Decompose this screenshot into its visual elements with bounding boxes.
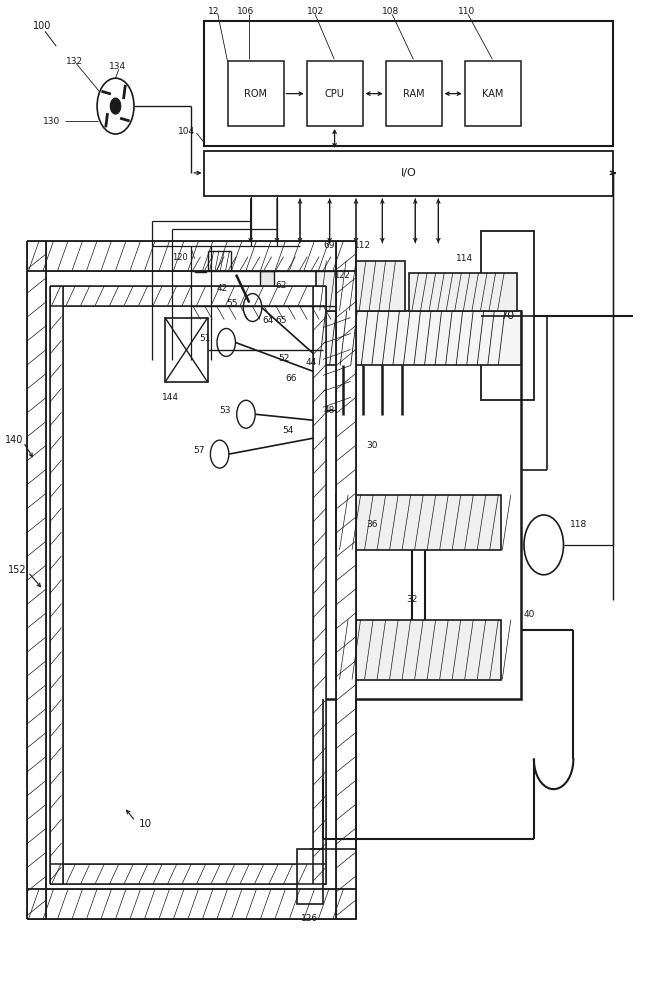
Text: 42: 42 [216, 284, 227, 293]
Text: 114: 114 [456, 254, 474, 263]
Text: 102: 102 [307, 7, 323, 16]
Text: 144: 144 [161, 393, 179, 402]
Bar [323, 306, 351, 410]
Text: 118: 118 [570, 520, 588, 529]
Bar [195, 250, 207, 272]
Bar [205, 151, 613, 196]
Text: 55: 55 [226, 299, 237, 308]
Bar [409, 273, 518, 311]
Text: 65: 65 [275, 316, 287, 325]
Text: 134: 134 [109, 62, 126, 71]
Text: CPU: CPU [325, 89, 345, 99]
Bar [319, 267, 331, 289]
Bar [49, 286, 63, 884]
Text: 132: 132 [66, 57, 83, 66]
Bar [336, 241, 356, 919]
Bar [386, 61, 442, 126]
Text: 70: 70 [500, 311, 514, 321]
Text: 12: 12 [207, 7, 219, 16]
Text: I/O: I/O [401, 168, 417, 178]
Text: 32: 32 [406, 595, 418, 604]
Text: 126: 126 [301, 914, 318, 923]
Bar [297, 849, 323, 904]
Bar [49, 286, 326, 306]
Bar [313, 286, 326, 884]
Text: 120: 120 [172, 253, 188, 262]
Text: 53: 53 [219, 406, 231, 415]
Text: 112: 112 [354, 241, 371, 250]
Text: RAM: RAM [403, 89, 424, 99]
Text: 69: 69 [323, 241, 335, 250]
Bar [49, 864, 326, 884]
Text: 44: 44 [305, 358, 316, 367]
Text: 100: 100 [33, 21, 51, 31]
Bar [227, 61, 283, 126]
Bar [27, 241, 356, 271]
Text: 66: 66 [285, 374, 297, 383]
Text: 36: 36 [367, 520, 378, 529]
Bar [165, 318, 207, 382]
Text: KAM: KAM [482, 89, 504, 99]
Text: 152: 152 [8, 565, 27, 575]
Bar [261, 271, 273, 303]
Bar [307, 61, 363, 126]
Text: 62: 62 [275, 281, 287, 290]
Bar [316, 311, 521, 365]
Bar [27, 889, 356, 919]
Circle shape [110, 98, 121, 114]
Text: 40: 40 [524, 610, 536, 619]
Bar [316, 261, 406, 311]
Text: 108: 108 [382, 7, 400, 16]
Bar [336, 495, 501, 550]
Text: 64: 64 [262, 316, 274, 325]
Text: 51: 51 [199, 334, 211, 343]
Bar [27, 241, 47, 919]
Text: 140: 140 [5, 435, 23, 445]
Text: 54: 54 [282, 426, 293, 435]
Text: 106: 106 [237, 7, 255, 16]
Bar [205, 21, 613, 146]
Text: 104: 104 [177, 127, 195, 136]
Text: 10: 10 [139, 819, 152, 829]
Bar [336, 620, 501, 680]
Bar [465, 61, 521, 126]
Text: 57: 57 [193, 446, 205, 455]
Bar [316, 311, 521, 699]
Text: 122: 122 [334, 271, 350, 280]
Text: 30: 30 [367, 441, 378, 450]
Bar [481, 231, 534, 400]
Text: 52: 52 [279, 354, 290, 363]
Text: 48: 48 [324, 406, 336, 415]
Text: ROM: ROM [244, 89, 267, 99]
Text: 110: 110 [458, 7, 476, 16]
Text: 130: 130 [43, 117, 60, 126]
